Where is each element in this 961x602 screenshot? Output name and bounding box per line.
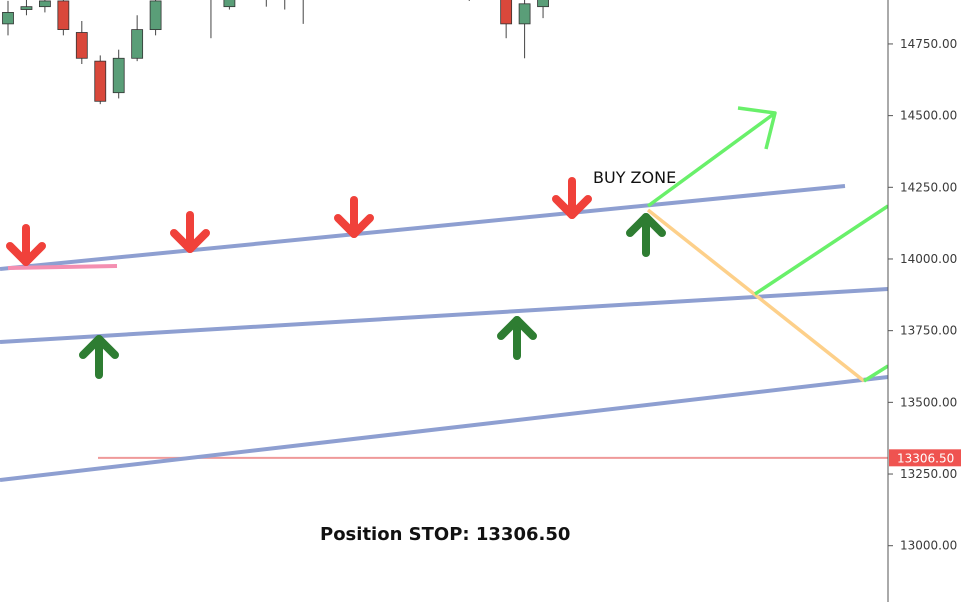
channel-upper-line: [0, 184, 846, 271]
price-axis[interactable]: 16750.0016500.0016250.0016000.0015750.00…: [887, 0, 961, 602]
price-tick-label: 13250.00: [900, 467, 957, 481]
candle-body: [223, 0, 236, 8]
candle-body: [75, 32, 88, 59]
candle-body: [39, 0, 51, 8]
candle-body: [2, 12, 14, 25]
stop-price-badge-label: 13306.50: [897, 451, 954, 465]
price-tick-label: 14000.00: [900, 252, 957, 266]
pink-level-line: [7, 264, 118, 270]
sell-arrow-icon: [6, 242, 46, 266]
sell-arrow-icon: [170, 229, 210, 253]
projection-down-line: [646, 208, 866, 383]
drawing-layer: [0, 106, 889, 482]
candle-body: [57, 0, 70, 31]
candle-body: [500, 0, 513, 25]
candle-body: [94, 60, 107, 102]
channel-middle-line: [0, 287, 889, 344]
sell-arrow-icon: [552, 195, 592, 219]
candle-body: [518, 3, 531, 25]
stop-price-badge: [889, 449, 961, 467]
candles-layer: [2, 0, 549, 105]
candle-body: [20, 6, 33, 10]
sell-arrow-icon: [334, 214, 374, 238]
price-tick-label: 13500.00: [900, 395, 957, 409]
buy-arrow-icon: [79, 335, 119, 359]
arrows-layer: [6, 177, 666, 379]
candle-body: [131, 29, 144, 59]
price-axis-background: [888, 0, 961, 602]
price-tick-label: 14250.00: [900, 180, 957, 194]
projection-bounce-line-2: [863, 364, 889, 383]
candle-body: [537, 0, 549, 8]
price-tick-label: 13000.00: [900, 539, 957, 553]
price-tick-label: 14500.00: [900, 109, 957, 123]
position-stop-label: Position STOP: 13306.50: [320, 524, 570, 545]
price-tick-label: 14750.00: [900, 37, 957, 51]
price-tick-label: 13750.00: [900, 324, 957, 338]
candle-body: [112, 57, 125, 94]
candle-body: [149, 0, 162, 31]
projection-up-arrowhead: [737, 106, 777, 150]
projection-up-line: [646, 111, 777, 208]
buy-zone-label: BUY ZONE: [593, 168, 676, 187]
projection-bounce-line-1: [754, 204, 889, 296]
channel-lower-line: [0, 375, 889, 482]
buy-arrow-icon: [497, 316, 537, 340]
buy-arrow-icon: [626, 213, 666, 237]
